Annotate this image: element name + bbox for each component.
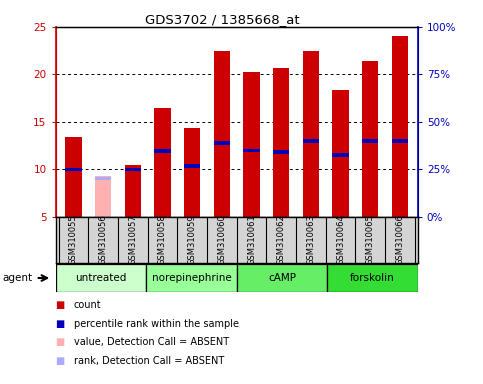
Bar bbox=[184, 164, 200, 167]
Text: agent: agent bbox=[2, 273, 32, 283]
Text: norepinephrine: norepinephrine bbox=[152, 273, 231, 283]
Bar bbox=[392, 36, 408, 217]
Text: ■: ■ bbox=[56, 300, 65, 310]
Text: rank, Detection Call = ABSENT: rank, Detection Call = ABSENT bbox=[74, 356, 224, 366]
Bar bbox=[332, 153, 349, 157]
Bar bbox=[332, 89, 349, 217]
Bar bbox=[237, 264, 327, 292]
Bar bbox=[243, 149, 260, 152]
Text: GSM310066: GSM310066 bbox=[396, 215, 404, 265]
Text: GSM310064: GSM310064 bbox=[336, 215, 345, 265]
Bar bbox=[65, 167, 82, 171]
Text: GSM310059: GSM310059 bbox=[187, 215, 197, 265]
Bar bbox=[273, 68, 289, 217]
Bar bbox=[362, 61, 379, 217]
Text: cAMP: cAMP bbox=[268, 273, 296, 283]
Bar bbox=[327, 264, 418, 292]
Text: GSM310060: GSM310060 bbox=[217, 215, 227, 265]
Text: GSM310063: GSM310063 bbox=[306, 215, 315, 265]
Bar bbox=[392, 139, 408, 143]
Text: GSM310061: GSM310061 bbox=[247, 215, 256, 265]
Text: value, Detection Call = ABSENT: value, Detection Call = ABSENT bbox=[74, 337, 229, 347]
Text: count: count bbox=[74, 300, 101, 310]
Text: ■: ■ bbox=[56, 356, 65, 366]
Bar bbox=[184, 127, 200, 217]
Bar bbox=[125, 167, 141, 171]
Bar bbox=[303, 139, 319, 143]
Bar bbox=[243, 73, 260, 217]
Text: ■: ■ bbox=[56, 337, 65, 347]
Bar bbox=[154, 149, 170, 153]
Bar bbox=[213, 51, 230, 217]
Text: GSM310056: GSM310056 bbox=[99, 215, 108, 265]
Text: ■: ■ bbox=[56, 319, 65, 329]
Bar bbox=[95, 177, 111, 180]
Bar bbox=[146, 264, 237, 292]
Bar bbox=[95, 176, 111, 217]
Text: GSM310057: GSM310057 bbox=[128, 215, 137, 265]
Text: GSM310062: GSM310062 bbox=[277, 215, 286, 265]
Bar bbox=[154, 108, 170, 217]
Text: GSM310055: GSM310055 bbox=[69, 215, 78, 265]
Bar bbox=[56, 264, 146, 292]
Bar bbox=[362, 139, 379, 143]
Bar bbox=[213, 141, 230, 145]
Bar bbox=[65, 137, 82, 217]
Bar bbox=[273, 151, 289, 154]
Bar bbox=[125, 165, 141, 217]
Text: GSM310058: GSM310058 bbox=[158, 215, 167, 265]
Bar bbox=[303, 51, 319, 217]
Text: forskolin: forskolin bbox=[350, 273, 395, 283]
Text: GSM310065: GSM310065 bbox=[366, 215, 375, 265]
Text: GDS3702 / 1385668_at: GDS3702 / 1385668_at bbox=[145, 13, 299, 26]
Text: percentile rank within the sample: percentile rank within the sample bbox=[74, 319, 239, 329]
Text: untreated: untreated bbox=[75, 273, 127, 283]
